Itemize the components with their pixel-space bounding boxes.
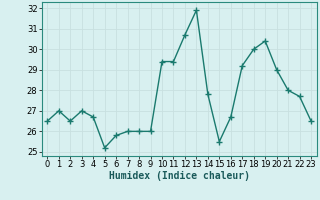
X-axis label: Humidex (Indice chaleur): Humidex (Indice chaleur): [109, 171, 250, 181]
